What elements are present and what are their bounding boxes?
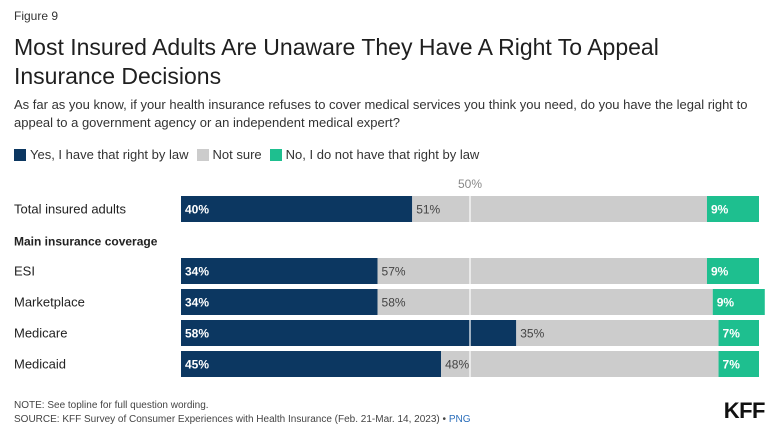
source-text: SOURCE: KFF Survey of Consumer Experienc…: [14, 414, 440, 425]
bar-segment: [377, 289, 713, 315]
data-label: 51%: [416, 203, 440, 217]
bar-segment: [441, 351, 719, 377]
data-label: 45%: [185, 358, 209, 372]
bar-segment: [181, 258, 378, 284]
legend-item-not-sure: Not sure: [196, 147, 262, 162]
chart-title: Most Insured Adults Are Unaware They Hav…: [14, 34, 659, 89]
category-label: Medicare: [14, 326, 67, 341]
bar-segment: [181, 289, 378, 315]
group-heading: Main insurance coverage: [14, 235, 158, 249]
legend-item-yes: Yes, I have that right by law: [14, 147, 189, 162]
legend-item-no: No, I do not have that right by law: [269, 147, 480, 162]
bar-segment: [718, 351, 759, 377]
source-line: SOURCE: KFF Survey of Consumer Experienc…: [14, 413, 470, 427]
data-label: 48%: [445, 358, 469, 372]
data-label: 58%: [185, 327, 209, 341]
data-label: 9%: [711, 265, 729, 279]
category-label: ESI: [14, 264, 35, 279]
category-label: Medicaid: [14, 357, 66, 372]
bar-segment: [718, 320, 759, 346]
data-label: 34%: [185, 296, 209, 310]
bar-segment: [181, 320, 517, 346]
legend: Yes, I have that right by law Not sure N…: [14, 147, 487, 162]
note-text: NOTE: See topline for full question word…: [14, 400, 209, 411]
kff-logo: KFF: [723, 398, 766, 423]
legend-label-no: No, I do not have that right by law: [285, 147, 480, 162]
bar-segment: [181, 196, 413, 222]
figure-label: Figure 9: [14, 9, 59, 23]
data-label: 58%: [382, 296, 406, 310]
category-label: Marketplace: [14, 295, 85, 310]
legend-label-not-sure: Not sure: [212, 147, 262, 162]
legend-swatch-no: [269, 148, 282, 161]
chart-subtitle: As far as you know, if your health insur…: [14, 97, 748, 130]
bar-segment: [412, 196, 707, 222]
data-label: 40%: [185, 203, 209, 217]
data-label: 34%: [185, 265, 209, 279]
bar-segment: [377, 258, 707, 284]
data-label: 9%: [711, 203, 729, 217]
legend-label-yes: Yes, I have that right by law: [30, 147, 189, 162]
bar-segment: [181, 351, 442, 377]
legend-swatch-not-sure: [196, 148, 209, 161]
reference-line-label: 50%: [457, 177, 483, 191]
data-label: 9%: [717, 296, 735, 310]
data-label: 7%: [723, 327, 741, 341]
category-label: Total insured adults: [14, 202, 127, 217]
data-label: 35%: [520, 327, 544, 341]
data-label: 7%: [723, 358, 741, 372]
bar-segment: [706, 258, 759, 284]
legend-swatch-yes: [14, 148, 26, 161]
source-separator: •: [442, 414, 447, 425]
bar-segment: [516, 320, 719, 346]
data-label: 57%: [382, 265, 406, 279]
notes: NOTE: See topline for full question word…: [14, 399, 470, 427]
bar-segment: [706, 196, 759, 222]
png-link[interactable]: PNG: [448, 414, 471, 425]
bar-segment: [712, 289, 765, 315]
